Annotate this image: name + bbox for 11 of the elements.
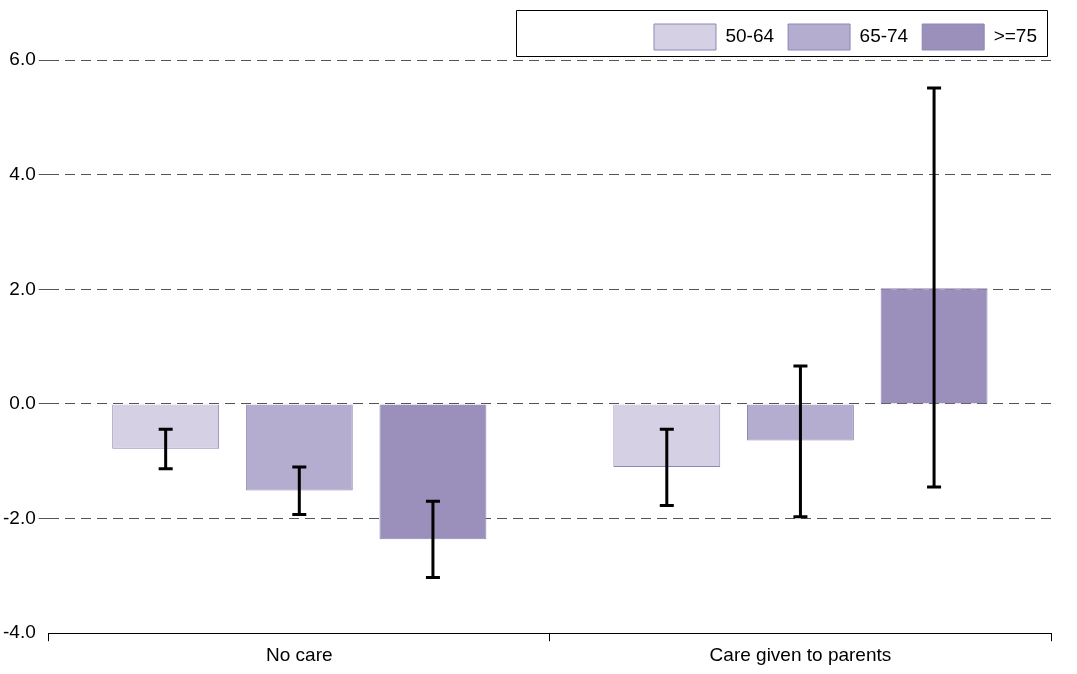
legend-label: 50-64	[725, 25, 775, 47]
y-tick-label: 6.0	[9, 48, 36, 70]
y-tick-label: 4.0	[9, 162, 36, 184]
legend-label: 65-74	[859, 25, 909, 47]
x-tick-label: Care given to parents	[709, 643, 892, 665]
y-tick-label: -2.0	[2, 506, 36, 528]
legend-label: >=75	[993, 25, 1037, 47]
y-tick-label: 0.0	[9, 392, 36, 414]
y-tick-label: 2.0	[9, 277, 36, 299]
x-tick-label: No care	[266, 643, 333, 665]
y-tick-label: -4.0	[2, 621, 36, 643]
